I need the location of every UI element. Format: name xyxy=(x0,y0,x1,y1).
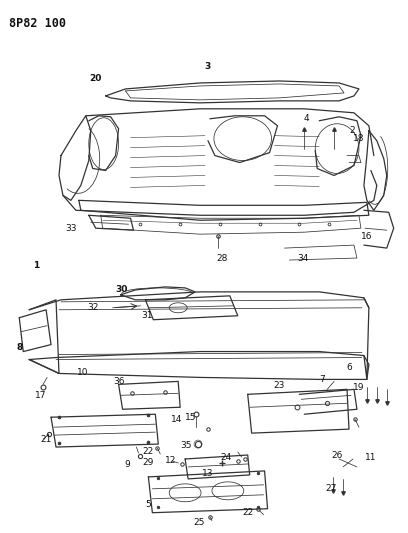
Text: 9: 9 xyxy=(125,461,131,470)
Text: 15: 15 xyxy=(185,413,197,422)
Text: 34: 34 xyxy=(297,254,309,263)
Text: 12: 12 xyxy=(164,456,176,465)
Text: 2: 2 xyxy=(349,126,355,135)
Text: 10: 10 xyxy=(77,368,89,377)
Text: 3: 3 xyxy=(205,61,211,70)
Text: 36: 36 xyxy=(113,377,124,386)
Text: 1: 1 xyxy=(33,261,39,270)
Text: 13: 13 xyxy=(202,470,214,479)
Text: 21: 21 xyxy=(40,434,52,443)
Text: 22: 22 xyxy=(242,508,253,517)
Text: 6: 6 xyxy=(346,363,352,372)
Text: 23: 23 xyxy=(274,381,285,390)
Text: 16: 16 xyxy=(361,232,373,241)
Text: 27: 27 xyxy=(326,484,337,494)
Text: 18: 18 xyxy=(353,134,365,143)
Text: 32: 32 xyxy=(87,303,98,312)
Text: 22: 22 xyxy=(143,447,154,456)
Text: 8: 8 xyxy=(16,343,22,352)
Text: 26: 26 xyxy=(331,450,343,459)
Text: 35: 35 xyxy=(180,441,192,449)
Text: 5: 5 xyxy=(146,500,151,509)
Text: 7: 7 xyxy=(319,375,325,384)
Text: 24: 24 xyxy=(220,453,231,462)
Text: 8P82 100: 8P82 100 xyxy=(9,17,67,30)
Text: 14: 14 xyxy=(171,415,182,424)
Text: 28: 28 xyxy=(216,254,228,263)
Text: 19: 19 xyxy=(353,383,365,392)
Text: 25: 25 xyxy=(193,518,205,527)
Text: 31: 31 xyxy=(142,311,153,320)
Text: 17: 17 xyxy=(35,391,47,400)
Text: 11: 11 xyxy=(365,453,377,462)
Text: 33: 33 xyxy=(65,224,77,233)
Text: 30: 30 xyxy=(115,285,128,294)
Text: 20: 20 xyxy=(89,75,102,84)
Text: 29: 29 xyxy=(143,458,154,467)
Text: 4: 4 xyxy=(304,114,309,123)
